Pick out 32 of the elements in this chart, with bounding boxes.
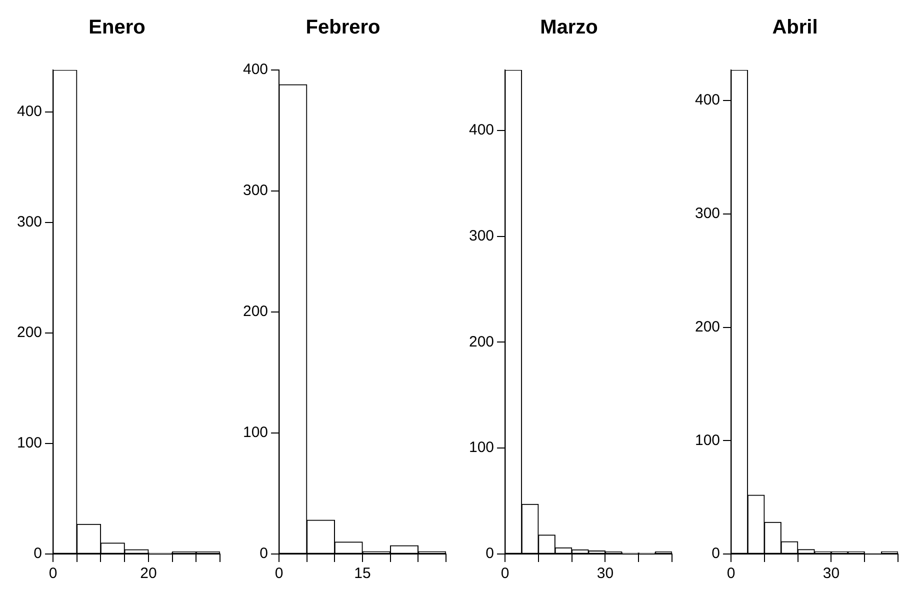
y-tick-label: 100 — [694, 432, 720, 449]
chart-title: Abril — [772, 16, 818, 39]
y-tick-label: 0 — [260, 545, 268, 562]
y-tick-label: 400 — [694, 92, 720, 109]
y-tick-label: 300 — [694, 205, 720, 222]
y-tick-label: 300 — [242, 182, 268, 200]
x-tick-label: 20 — [140, 565, 157, 582]
y-tick-label: 300 — [16, 214, 42, 231]
y-tick-label: 400 — [242, 61, 268, 78]
x-tick-label: 30 — [822, 565, 840, 582]
y-tick-label: 0 — [486, 545, 494, 562]
chart-title: Marzo — [540, 16, 598, 39]
y-tick-label: 200 — [694, 318, 720, 336]
y-tick-label: 0 — [34, 545, 42, 562]
y-tick-label: 100 — [468, 439, 494, 456]
chart-title: Febrero — [306, 16, 380, 39]
y-tick-label: 400 — [16, 103, 42, 120]
y-tick-label: 200 — [242, 303, 268, 320]
x-tick-label: 0 — [48, 565, 58, 582]
x-tick-label: 0 — [274, 565, 284, 582]
y-tick-label: 100 — [242, 424, 268, 442]
y-tick-label: 200 — [16, 324, 42, 342]
y-tick-label: 0 — [712, 545, 720, 562]
chart-title: Enero — [88, 16, 146, 39]
y-tick-label: 200 — [468, 333, 494, 350]
x-tick-label: 0 — [500, 565, 510, 582]
x-tick-label: 15 — [354, 565, 371, 582]
y-tick-label: 300 — [468, 227, 494, 244]
y-tick-label: 400 — [468, 122, 494, 139]
y-tick-label: 100 — [16, 434, 42, 452]
x-tick-label: 0 — [726, 565, 736, 582]
x-tick-label: 30 — [596, 565, 614, 582]
